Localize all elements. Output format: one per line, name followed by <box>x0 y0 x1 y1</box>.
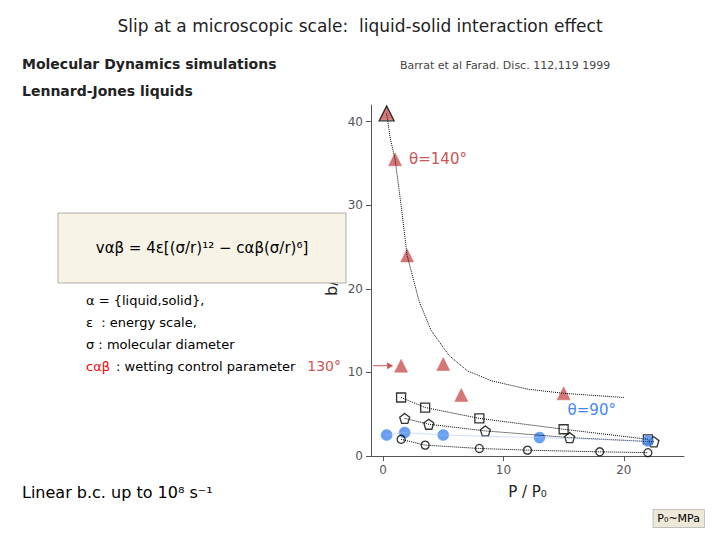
svg-text:Linear b.c. up to 10⁸ s⁻¹: Linear b.c. up to 10⁸ s⁻¹ <box>22 483 213 502</box>
svg-text:vαβ = 4ε[(σ/r)¹² − cαβ(σ/r)⁶]: vαβ = 4ε[(σ/r)¹² − cαβ(σ/r)⁶] <box>96 239 309 257</box>
svg-text:σ : molecular diameter: σ : molecular diameter <box>86 337 235 352</box>
svg-text:30: 30 <box>348 198 363 212</box>
svg-text:Slip at a microscopic scale:: Slip at a microscopic scale: liquid-soli… <box>117 16 602 36</box>
svg-text:cαβ: cαβ <box>86 359 110 374</box>
svg-text:0: 0 <box>355 449 363 463</box>
svg-text:Barrat et al Farad. Disc. 112,: Barrat et al Farad. Disc. 112,119 1999 <box>400 59 610 72</box>
svg-text:130°: 130° <box>307 358 341 374</box>
svg-text:20: 20 <box>348 282 363 296</box>
svg-text:ε : energy scale,: ε : energy scale, <box>86 315 197 330</box>
svg-text:Molecular Dynamics simulations: Molecular Dynamics simulations <box>22 56 277 72</box>
svg-text:10: 10 <box>496 463 511 477</box>
svg-text:P₀~MPa: P₀~MPa <box>657 512 700 525</box>
svg-text:P / P₀: P / P₀ <box>508 483 547 501</box>
svg-text:Lennard-Jones liquids: Lennard-Jones liquids <box>22 83 193 99</box>
svg-text:20: 20 <box>616 463 631 477</box>
svg-text:α = {liquid,solid},: α = {liquid,solid}, <box>86 293 204 308</box>
svg-text:θ=90°: θ=90° <box>568 401 616 419</box>
svg-text:: wetting control parameter: : wetting control parameter <box>116 359 296 374</box>
svg-text:0: 0 <box>379 463 387 477</box>
svg-text:θ=140°: θ=140° <box>409 150 467 168</box>
svg-text:10: 10 <box>348 365 363 379</box>
svg-text:40: 40 <box>348 115 363 129</box>
